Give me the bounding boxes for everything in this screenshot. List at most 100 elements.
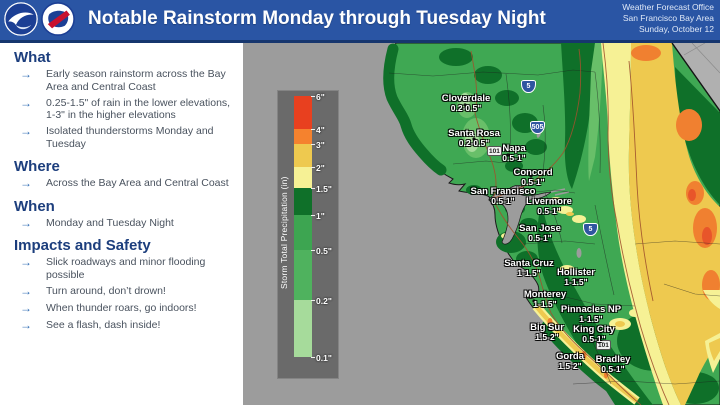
lightest-green-zones [460, 93, 479, 152]
bullet-text: Isolated thunderstorms Monday and Tuesda… [46, 125, 214, 150]
colorbar-tick: 0.2" [311, 296, 332, 306]
city-label-monterey: Monterey 1-1.5" [524, 290, 566, 308]
colorbar-segment [294, 167, 312, 188]
county-lines [388, 69, 720, 385]
city-dots [463, 103, 617, 370]
arrow-bullet-icon: → [20, 255, 32, 270]
city-name: San Jose [519, 223, 561, 234]
bullet-item: → 0.25-1.5" of rain in the lower elevati… [20, 95, 235, 123]
city-label-gorda: Gorda 1.5-2" [556, 352, 584, 370]
bullet-text: Early season rainstorm across the Bay Ar… [46, 68, 226, 93]
colorbar-segment [294, 188, 312, 215]
colorbar-axis-label: Storm Total Precipitation (in) [279, 176, 289, 290]
city-name: Big Sur [530, 322, 564, 333]
arrow-bullet-icon: → [20, 175, 32, 190]
colorbar-segment [294, 144, 312, 167]
city-value: 1-1.5" [533, 298, 557, 309]
bullet-item: → Slick roadways and minor flooding poss… [20, 256, 235, 282]
city-label-san-jose: San Jose 0.5-1" [519, 224, 561, 242]
city-name: Cloverdale [441, 93, 491, 104]
bullet-item: → Across the Bay Area and Central Coast [20, 175, 235, 191]
colorbar-segment [294, 300, 312, 357]
colorbar [294, 96, 312, 357]
city-value: 0.5-1" [537, 205, 561, 216]
interstate-5-shield: 5 [521, 80, 536, 93]
city-value: 0.5-1" [491, 195, 515, 206]
city-value: 1-1.5" [517, 267, 541, 278]
header-bar: Notable Rainstorm Monday through Tuesday… [0, 0, 720, 43]
interstate-505-shield: 505 [530, 121, 545, 134]
page-title: Notable Rainstorm Monday through Tuesday… [88, 7, 546, 29]
colorbar-tick: 0.1" [311, 353, 332, 363]
city-name: San Francisco [470, 186, 536, 197]
info-panel: What → Early season rainstorm across the… [0, 43, 243, 405]
city-name: Concord [513, 167, 553, 178]
arrow-bullet-icon: → [20, 283, 32, 298]
golden-zone [628, 43, 720, 405]
section-heading-when: When [14, 197, 55, 215]
colorbar-tick: 1" [311, 211, 325, 221]
city-value: 0.5-1" [528, 232, 552, 243]
bullet-text: Across the Bay Area and Central Coast [46, 176, 229, 189]
city-name: Bradley [595, 354, 631, 365]
bullet-text: See a flash, dash inside! [46, 318, 161, 331]
city-value: 0.5-1" [521, 176, 545, 187]
colorbar-tick: 3" [311, 140, 325, 150]
city-label-big-sur: Big Sur 1.5-2" [530, 323, 564, 341]
city-label-king-city: King City 0.5-1" [573, 325, 615, 343]
city-label-bradley: Bradley 0.5-1" [596, 355, 631, 373]
city-name: Santa Cruz [504, 258, 554, 269]
city-label-cloverdale: Cloverdale 0.2-0.5" [442, 94, 491, 112]
city-name: Pinnacles NP [560, 304, 622, 315]
arrow-bullet-icon: → [20, 95, 32, 110]
city-label-concord: Concord 0.5-1" [513, 168, 552, 186]
highways [470, 43, 670, 405]
city-value: 0.5-1" [601, 363, 625, 374]
sf-bay [488, 185, 552, 245]
city-name: Monterey [523, 289, 567, 300]
office-line: Weather Forecast Office [622, 1, 714, 12]
arrow-bullet-icon: → [20, 67, 32, 81]
colorbar-segment [294, 250, 312, 300]
bullet-text: Monday and Tuesday Night [46, 216, 174, 229]
city-value: 1.5-2" [558, 360, 582, 371]
section-heading-what: What [14, 49, 51, 66]
interstate-5-shield: 5 [583, 223, 598, 236]
city-name: Livermore [526, 196, 572, 207]
colorbar-tick: 2" [311, 163, 325, 173]
city-value: 0.2-0.5" [458, 137, 490, 148]
bullet-item: → Turn around, don’t drown! [20, 283, 235, 299]
arrow-bullet-icon: → [20, 317, 32, 332]
office-date: Sunday, October 12 [639, 24, 714, 35]
city-name: Santa Rosa [448, 128, 500, 139]
colorbar-segment [294, 215, 312, 250]
city-label-napa: Napa 0.5-1" [502, 144, 525, 162]
city-value: 0.2-0.5" [450, 102, 482, 113]
city-name: Hollister [556, 267, 596, 278]
colorbar-panel: Storm Total Precipitation (in) 6" 4" 3" … [278, 91, 338, 378]
city-label-san-francisco: San Francisco 0.5-1" [471, 187, 536, 205]
arrow-bullet-icon: → [20, 215, 32, 230]
colorbar-segment [294, 129, 312, 144]
nws-logo-icon [41, 1, 75, 36]
city-value: 1.5-2" [535, 331, 559, 342]
bullet-item: → Isolated thunderstorms Monday and Tues… [20, 124, 235, 151]
city-label-hollister: Hollister 1-1.5" [557, 268, 595, 286]
section-heading-impacts: Impacts and Safety [14, 237, 151, 255]
city-value: 0.5-1" [582, 333, 606, 344]
out-of-area-lines [683, 43, 720, 74]
big-sur-stripe [532, 303, 640, 405]
arrow-bullet-icon: → [20, 300, 32, 315]
city-name: Gorda [556, 351, 584, 362]
colorbar-tick: 1.5" [311, 184, 332, 194]
colorbar-tick: 4" [311, 125, 325, 135]
bullet-text: Turn around, don’t drown! [46, 284, 166, 297]
pale-yellow-band [601, 43, 681, 405]
state-line [671, 43, 720, 112]
city-name: King City [573, 324, 615, 335]
city-label-pinnacles-np: Pinnacles NP 1-1.5" [561, 305, 621, 323]
city-name: Napa [502, 143, 526, 154]
bullet-text: When thunder roars, go indoors! [46, 301, 197, 314]
bullet-item: → Monday and Tuesday Night [20, 215, 235, 231]
